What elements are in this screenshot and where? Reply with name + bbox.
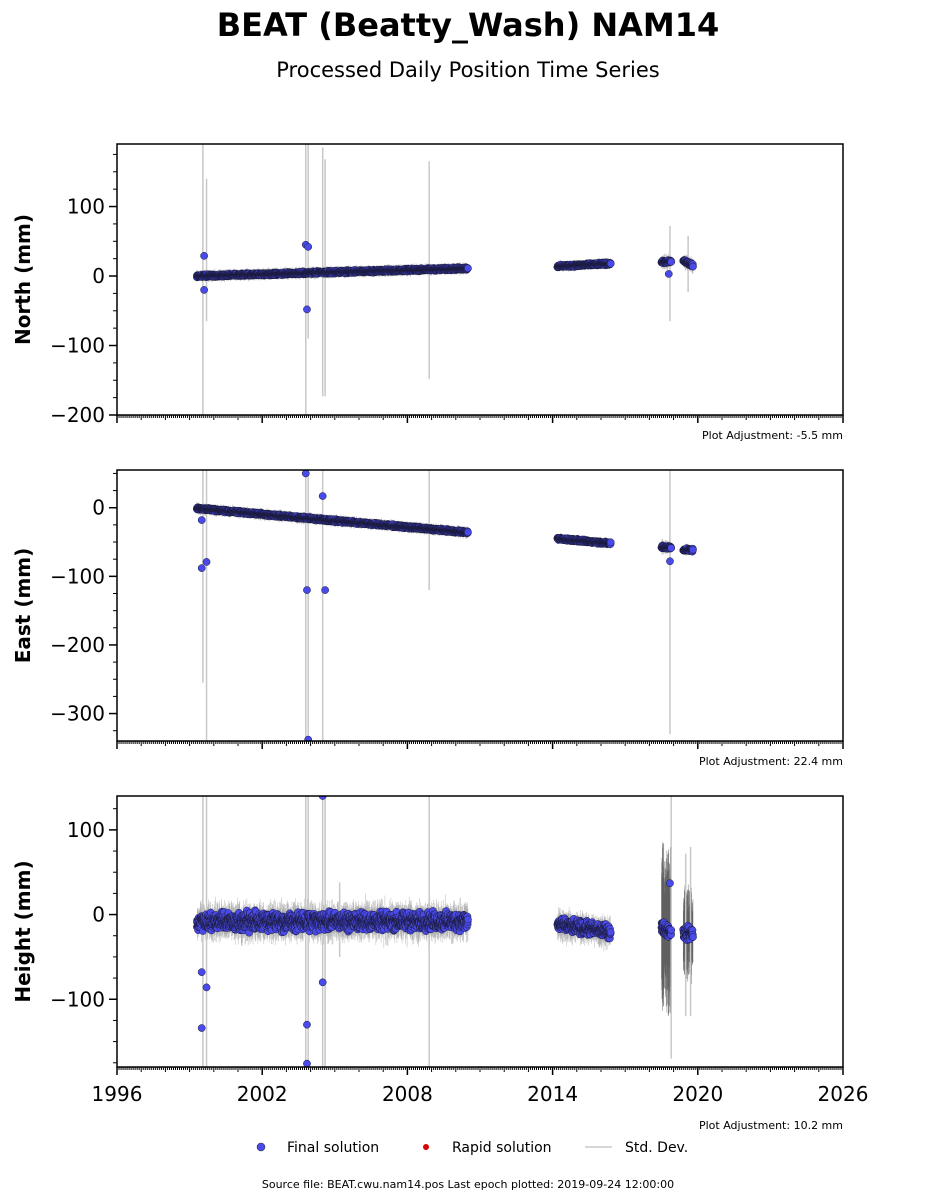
outlier-point — [303, 305, 311, 314]
chart-title: BEAT (Beatty_Wash) NAM14 — [217, 6, 720, 44]
outlier-point — [200, 252, 208, 260]
y-tick-label: 100 — [67, 195, 105, 219]
data-point — [689, 262, 697, 271]
data-point — [667, 258, 676, 266]
outlier-point — [304, 242, 313, 251]
plot-area — [193, 470, 697, 741]
outlier-point — [664, 270, 673, 278]
y-axis-label: North (mm) — [11, 214, 35, 345]
y-tick-label: 0 — [92, 264, 105, 288]
y-tick-label: −200 — [50, 403, 105, 427]
outlier-point — [200, 286, 208, 294]
data-point — [606, 259, 615, 268]
data-point — [464, 264, 472, 273]
plot-area — [193, 144, 697, 415]
chart-subtitle: Processed Daily Position Time Series — [276, 58, 660, 82]
north-panel: −200 −100 0 100 North (mm) Plot Adjustment: -… — [11, 143, 844, 442]
plot-adjustment: Plot Adjustment: -5.5 mm — [702, 429, 843, 442]
y-tick-label: −100 — [50, 334, 105, 358]
